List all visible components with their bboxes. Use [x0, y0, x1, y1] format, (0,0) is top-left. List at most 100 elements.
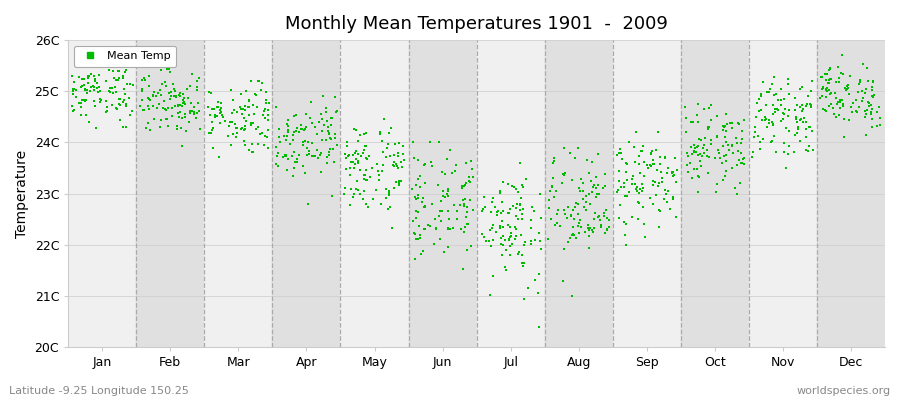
- Point: [790, 130, 805, 136]
- Point: [860, 64, 874, 71]
- Point: [488, 204, 502, 210]
- Point: [787, 149, 801, 155]
- Point: [105, 85, 120, 92]
- Point: [104, 57, 119, 64]
- Point: [781, 151, 796, 157]
- Point: [253, 131, 267, 138]
- Point: [387, 185, 401, 191]
- Point: [774, 86, 788, 92]
- Point: [123, 112, 138, 118]
- Point: [449, 216, 464, 222]
- Point: [515, 182, 529, 188]
- Point: [612, 167, 626, 174]
- Point: [583, 177, 598, 184]
- Point: [701, 154, 716, 161]
- Point: [572, 230, 587, 236]
- Point: [662, 188, 676, 194]
- Point: [840, 86, 854, 92]
- Point: [802, 124, 816, 130]
- Point: [72, 74, 86, 80]
- Point: [356, 150, 370, 156]
- Point: [642, 164, 656, 171]
- Point: [418, 180, 432, 187]
- Point: [181, 94, 195, 101]
- Point: [271, 150, 285, 157]
- Point: [798, 126, 813, 132]
- Point: [434, 198, 448, 204]
- Point: [299, 123, 313, 130]
- Point: [842, 91, 857, 97]
- Point: [778, 105, 793, 112]
- Point: [346, 191, 361, 197]
- Point: [864, 109, 878, 116]
- Point: [614, 150, 628, 157]
- Point: [385, 162, 400, 168]
- Point: [802, 142, 816, 149]
- Point: [87, 103, 102, 109]
- Point: [145, 62, 159, 69]
- Point: [508, 226, 523, 232]
- Point: [693, 163, 707, 169]
- Point: [856, 95, 870, 101]
- Point: [542, 197, 556, 203]
- Point: [444, 147, 458, 153]
- Point: [269, 144, 284, 151]
- Point: [789, 102, 804, 108]
- Point: [165, 113, 179, 120]
- Point: [644, 151, 658, 157]
- Point: [158, 78, 173, 85]
- Point: [818, 108, 832, 114]
- Point: [498, 264, 512, 270]
- Point: [301, 139, 315, 145]
- Point: [585, 184, 599, 190]
- Point: [758, 114, 772, 121]
- Title: Monthly Mean Temperatures 1901  -  2009: Monthly Mean Temperatures 1901 - 2009: [285, 15, 668, 33]
- Point: [494, 210, 508, 216]
- Point: [374, 201, 388, 207]
- Point: [363, 174, 377, 181]
- Point: [549, 211, 563, 217]
- Point: [349, 156, 364, 162]
- Point: [372, 176, 386, 183]
- Point: [94, 88, 108, 95]
- Point: [132, 102, 147, 109]
- Point: [679, 114, 693, 121]
- Point: [448, 168, 463, 174]
- Point: [386, 159, 400, 165]
- Point: [789, 119, 804, 126]
- Point: [496, 179, 510, 185]
- Point: [805, 128, 819, 135]
- Point: [509, 205, 524, 211]
- Point: [158, 106, 172, 112]
- Legend: Mean Temp: Mean Temp: [74, 46, 176, 67]
- Point: [461, 221, 475, 228]
- Point: [428, 225, 443, 232]
- Point: [512, 248, 526, 255]
- Point: [502, 209, 517, 216]
- Point: [645, 177, 660, 184]
- Point: [583, 200, 598, 207]
- Point: [598, 170, 612, 177]
- Point: [242, 97, 256, 103]
- Point: [482, 292, 497, 298]
- Point: [298, 126, 312, 133]
- Point: [543, 188, 557, 194]
- Point: [440, 192, 454, 199]
- Point: [637, 233, 652, 240]
- Point: [164, 88, 178, 95]
- Point: [443, 226, 457, 232]
- Bar: [204, 40, 273, 347]
- Point: [666, 196, 680, 202]
- Point: [119, 102, 133, 109]
- Point: [863, 111, 878, 117]
- Point: [518, 238, 532, 245]
- Point: [823, 76, 837, 82]
- Point: [141, 95, 156, 101]
- Point: [752, 139, 767, 146]
- Point: [644, 195, 658, 202]
- Point: [652, 224, 666, 230]
- Point: [258, 106, 273, 112]
- Point: [859, 86, 873, 92]
- Point: [837, 134, 851, 140]
- Point: [324, 122, 338, 128]
